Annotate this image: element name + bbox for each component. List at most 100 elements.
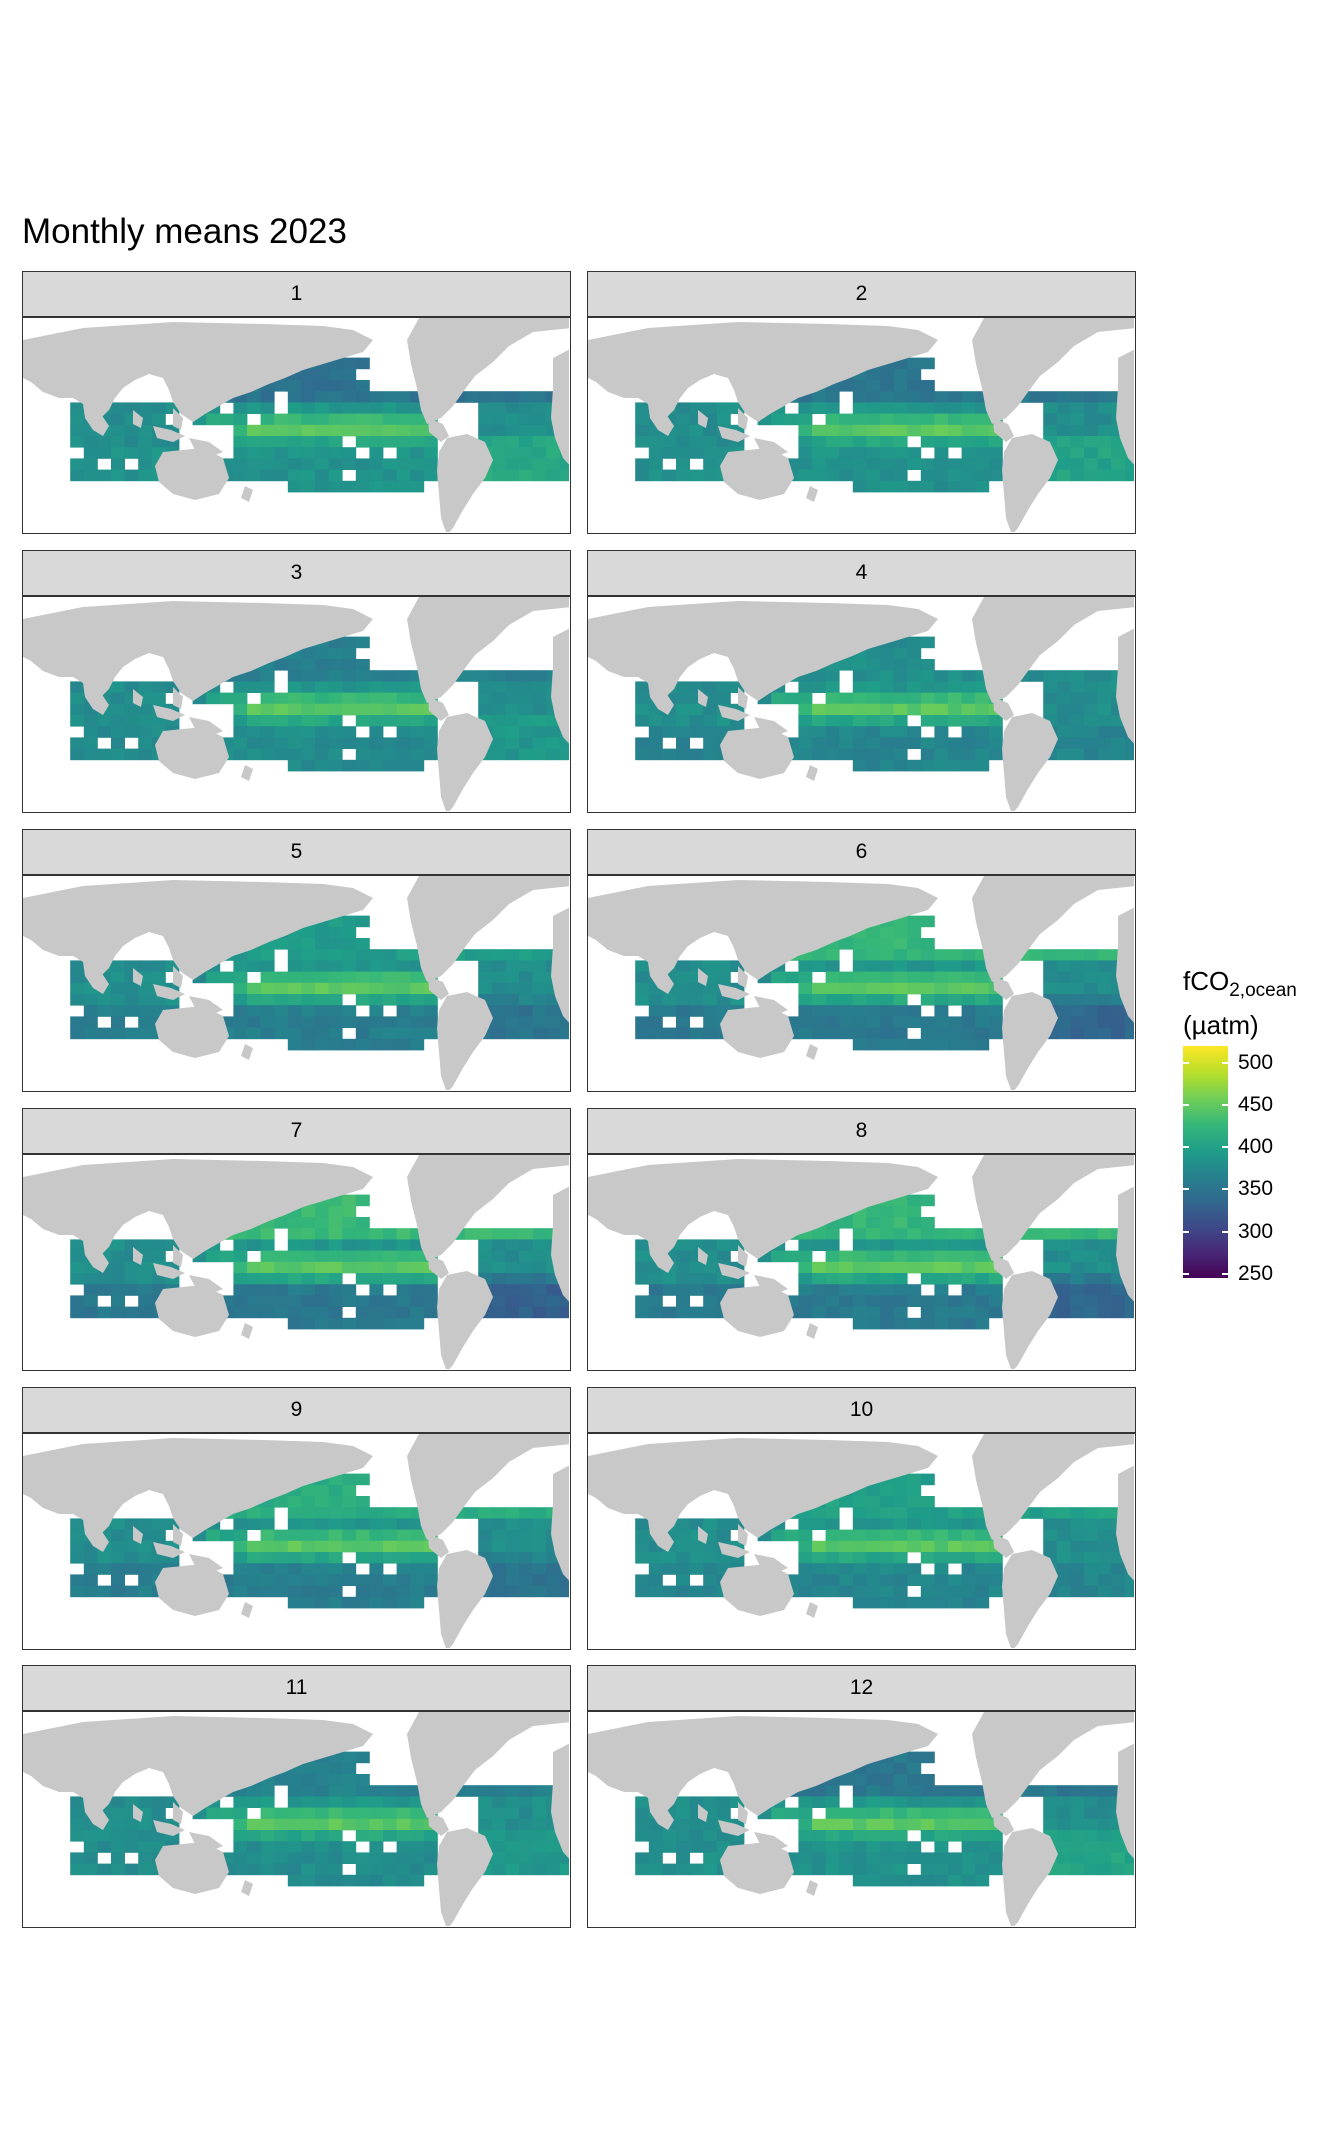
- fco2-cell: [975, 703, 990, 716]
- fco2-cell: [138, 1863, 153, 1876]
- fco2-cell: [505, 681, 520, 693]
- fco2-cell: [287, 1484, 302, 1497]
- fco2-cell: [1056, 748, 1071, 761]
- fco2-cell: [880, 681, 894, 693]
- colorbar-tick-label: 400: [1238, 1135, 1274, 1159]
- fco2-cell: [165, 703, 180, 716]
- fco2-cell: [70, 715, 85, 727]
- fco2-cell: [491, 1852, 506, 1864]
- fco2-cell: [798, 447, 813, 459]
- fco2-cell: [383, 391, 397, 403]
- fco2-cell: [1070, 1807, 1085, 1820]
- fco2-cell: [138, 982, 153, 995]
- fco2-cell: [975, 1596, 990, 1609]
- fco2-cell: [839, 1016, 854, 1028]
- fco2-cell: [689, 1552, 704, 1564]
- fco2-cell: [328, 1250, 343, 1263]
- land-mass: [648, 1798, 674, 1830]
- fco2-cell: [1111, 715, 1126, 727]
- fco2-cell: [1097, 1518, 1112, 1530]
- fco2-cell: [287, 1596, 302, 1609]
- fco2-cell: [1084, 1273, 1098, 1285]
- fco2-cell: [920, 759, 935, 772]
- fco2-cell: [233, 1507, 248, 1519]
- fco2-cell: [1070, 1295, 1085, 1307]
- fco2-cell: [410, 670, 425, 682]
- fco2-cell: [948, 715, 962, 727]
- fco2-cell: [689, 1796, 704, 1808]
- fco2-cell: [812, 703, 826, 716]
- fco2-cell: [396, 681, 411, 693]
- fco2-cell: [961, 1317, 976, 1330]
- fco2-cell: [920, 949, 935, 961]
- fco2-cell: [975, 1038, 990, 1051]
- fco2-cell: [396, 1874, 411, 1887]
- fco2-cell: [328, 1540, 343, 1553]
- fco2-cell: [355, 1027, 370, 1040]
- fco2-cell: [1029, 1785, 1044, 1797]
- fco2-cell: [233, 692, 248, 705]
- fco2-cell: [852, 436, 867, 448]
- fco2-cell: [703, 737, 718, 749]
- fco2-cell: [342, 1317, 357, 1330]
- fco2-cell: [97, 1306, 112, 1319]
- fco2-cell: [880, 1284, 894, 1296]
- fco2-cell: [546, 1830, 561, 1842]
- fco2-cell: [559, 1027, 569, 1040]
- fco2-cell: [1097, 1284, 1112, 1296]
- fco2-cell: [907, 424, 922, 437]
- fco2-cell: [233, 1863, 248, 1876]
- fco2-cell: [961, 1574, 976, 1586]
- fco2-cell: [546, 1841, 561, 1853]
- fco2-cell: [124, 681, 139, 693]
- fco2-cell: [1070, 949, 1085, 961]
- fco2-cell: [948, 1261, 962, 1274]
- fco2-cell: [852, 949, 867, 961]
- fco2-cell: [219, 692, 234, 705]
- fco2-cell: [934, 715, 949, 727]
- fco2-cell: [138, 1518, 153, 1530]
- fco2-cell: [532, 1852, 547, 1864]
- fco2-cell: [893, 692, 908, 705]
- fco2-cell: [1070, 1552, 1085, 1564]
- fco2-cell: [519, 391, 533, 403]
- fco2-cell: [396, 1841, 411, 1853]
- fco2-cell: [676, 1807, 690, 1820]
- fco2-cell: [866, 1863, 881, 1876]
- fco2-cell: [532, 737, 547, 749]
- fco2-cell: [852, 380, 867, 392]
- fco2-cell: [975, 1841, 990, 1853]
- map-svg: [588, 1434, 1134, 1648]
- fco2-cell: [975, 391, 990, 403]
- fco2-cell: [124, 1841, 139, 1853]
- fco2-cell: [784, 1807, 799, 1820]
- fco2-cell: [784, 1295, 799, 1307]
- fco2-cell: [355, 458, 370, 470]
- fco2-cell: [519, 726, 533, 738]
- fco2-cell: [975, 692, 990, 705]
- fco2-cell: [97, 1552, 112, 1564]
- fco2-cell: [396, 1016, 411, 1028]
- fco2-cell: [328, 1807, 343, 1820]
- fco2-cell: [519, 469, 533, 482]
- land-mass: [23, 1159, 373, 1259]
- fco2-cell: [703, 726, 718, 738]
- fco2-cell: [111, 1585, 125, 1598]
- fco2-cell: [328, 447, 343, 459]
- fco2-cell: [988, 1574, 1003, 1586]
- fco2-cell: [961, 982, 976, 995]
- fco2-cell: [1097, 1863, 1112, 1876]
- fco2-cell: [491, 1585, 506, 1598]
- fco2-cell: [948, 1239, 962, 1251]
- fco2-cell: [880, 926, 894, 939]
- fco2-cell: [635, 413, 650, 426]
- fco2-cell: [383, 982, 397, 995]
- fco2-cell: [716, 726, 731, 738]
- fco2-cell: [505, 402, 520, 414]
- land-mass: [551, 907, 569, 1023]
- fco2-cell: [893, 1295, 908, 1307]
- fco2-cell: [798, 1250, 813, 1263]
- fco2-cell: [689, 1830, 704, 1842]
- fco2-cell: [716, 1273, 731, 1285]
- fco2-cell: [1084, 971, 1098, 984]
